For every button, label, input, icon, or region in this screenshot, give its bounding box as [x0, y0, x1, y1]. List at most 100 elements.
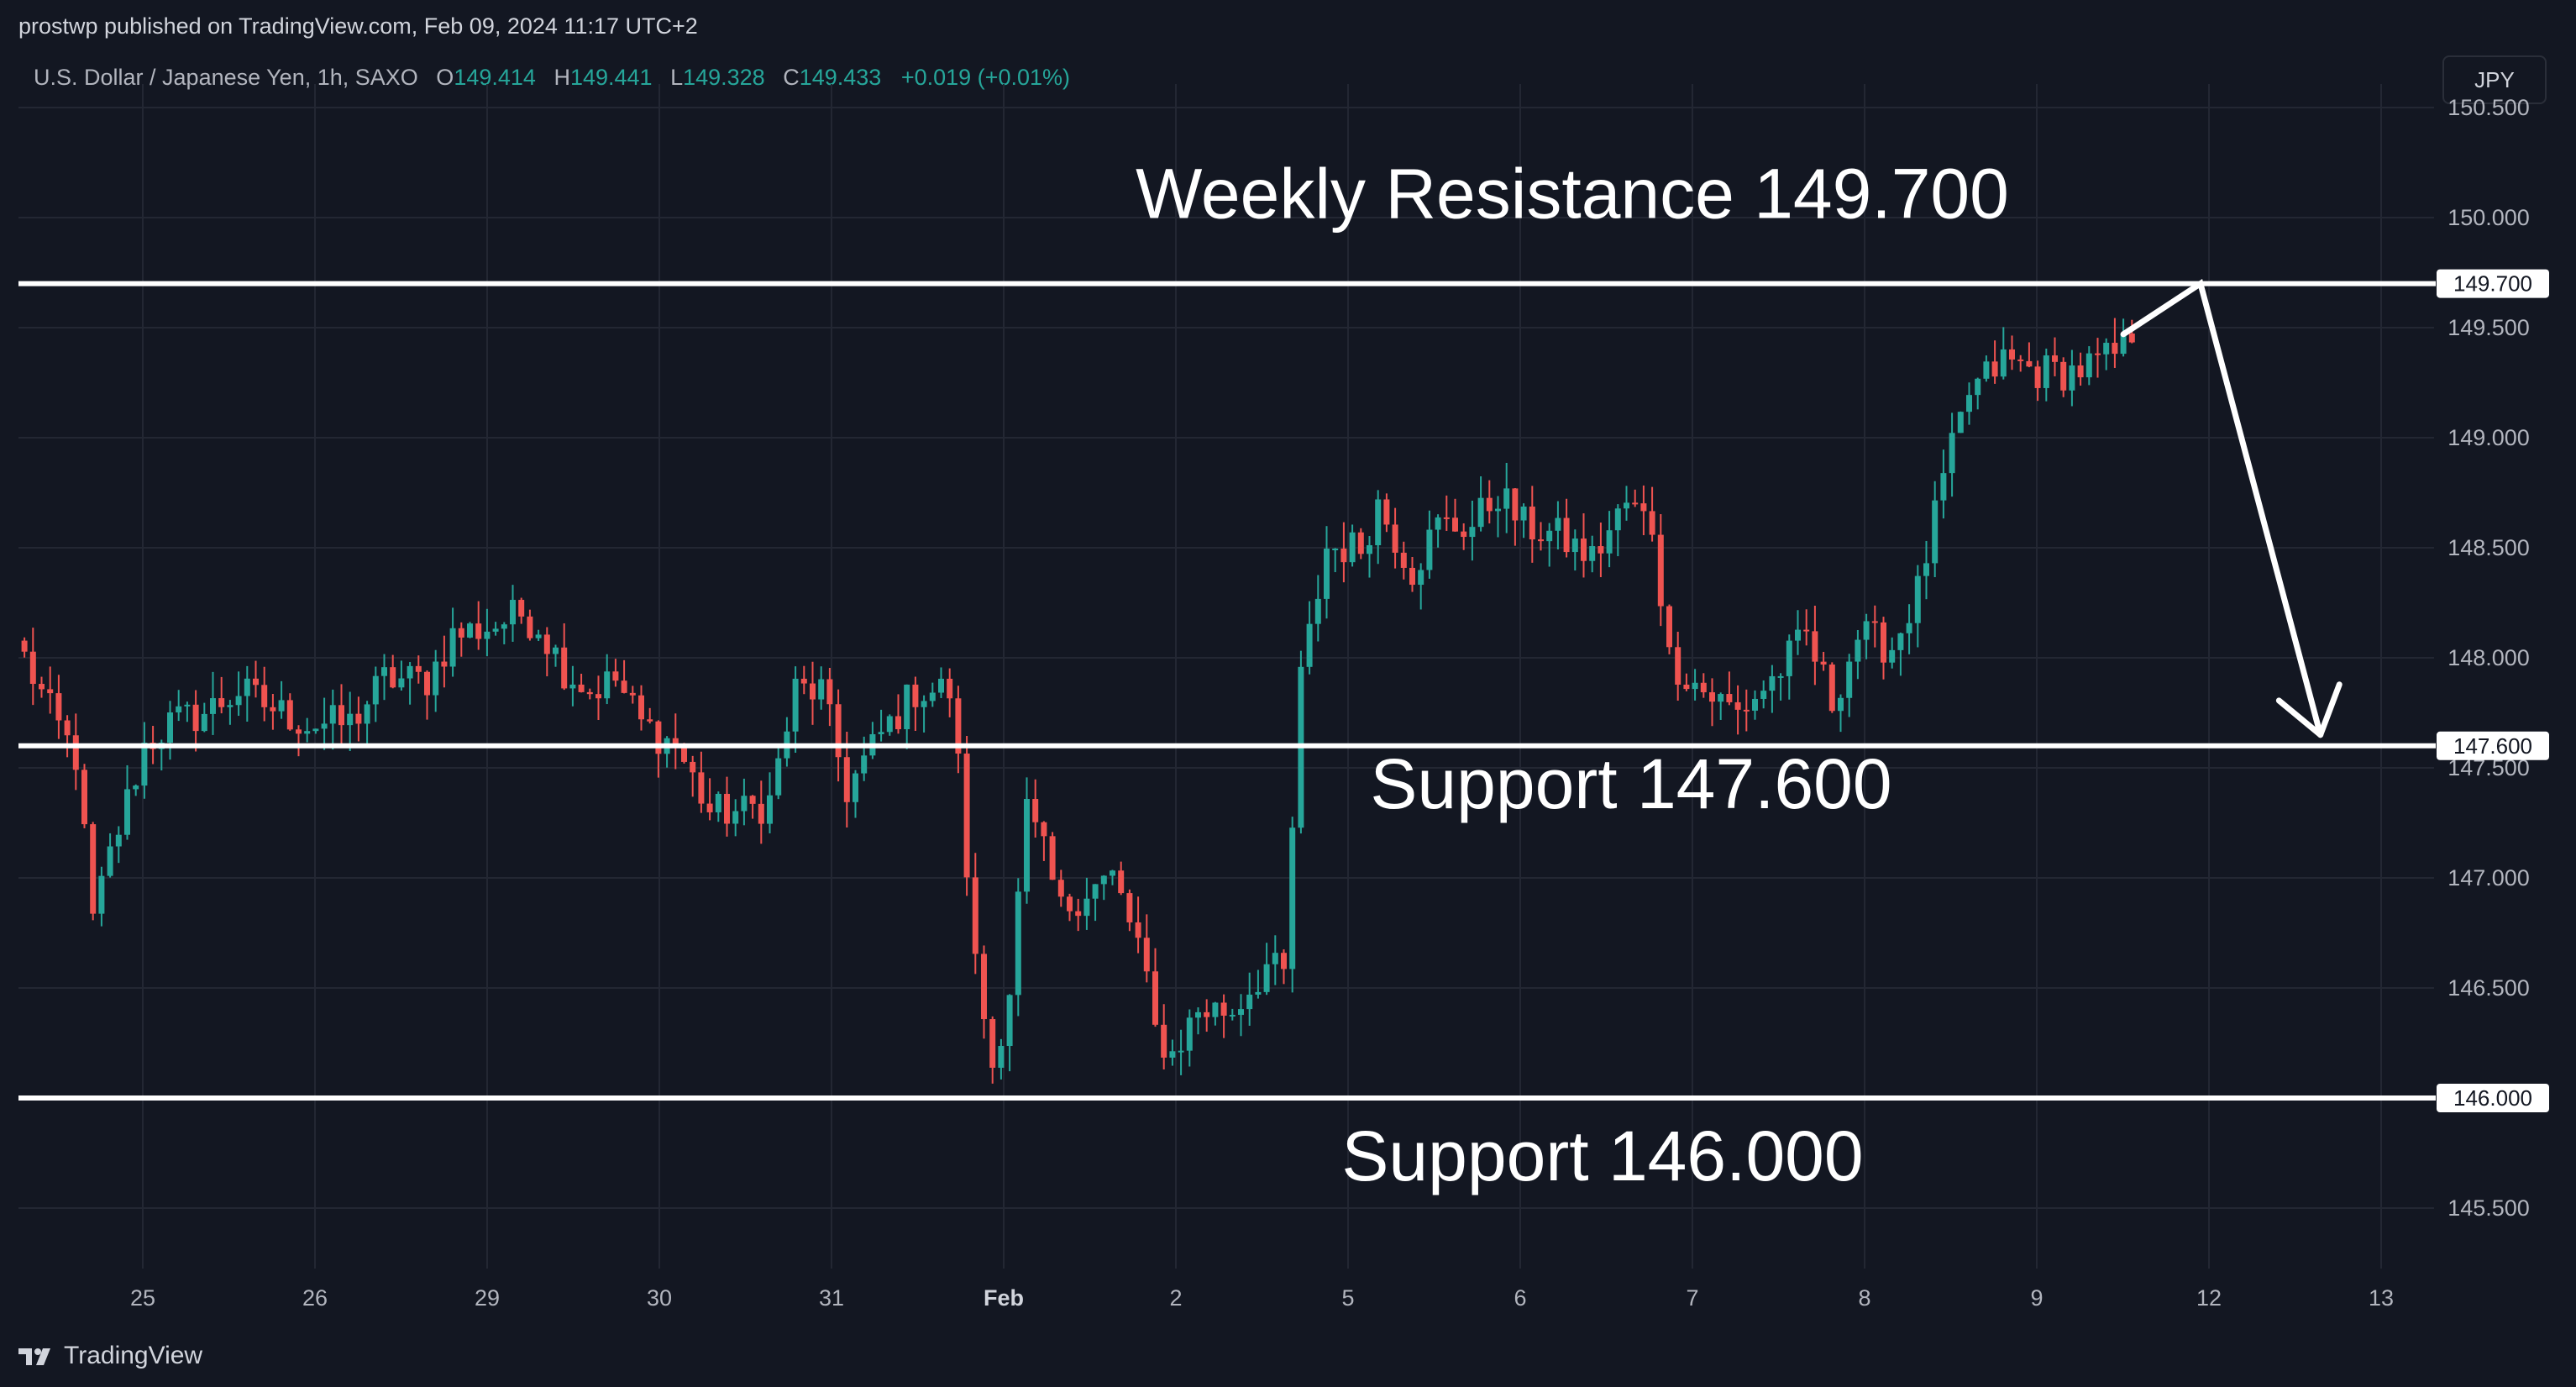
candle [1700, 673, 1707, 698]
y-tick-label: 148.000 [2447, 645, 2530, 670]
candle-body [1135, 922, 1141, 938]
candle-body [1006, 995, 1013, 1047]
candle-body [921, 701, 927, 707]
candle [561, 623, 568, 691]
tradingview-logo[interactable]: TradingView [18, 1339, 202, 1373]
candle [792, 666, 799, 754]
level-annotation: Support 147.600 [1370, 744, 1891, 823]
candle-body [1143, 938, 1150, 972]
candle [1392, 507, 1398, 569]
candle [1555, 501, 1561, 549]
candle [1863, 613, 1870, 659]
candle [1743, 689, 1750, 732]
candle-body [1538, 539, 1544, 542]
candle [227, 700, 233, 725]
candle-body [1949, 433, 1955, 474]
candle [1357, 528, 1364, 560]
candle-body [1606, 530, 1613, 554]
candle [286, 693, 293, 731]
candle [1881, 617, 1886, 680]
candle [1152, 948, 1158, 1027]
candle-body [72, 735, 79, 770]
candle-body [1340, 549, 1347, 563]
candle-body [929, 692, 936, 701]
candle-body [612, 671, 619, 681]
candle-body [1846, 661, 1853, 698]
candle-body [2128, 334, 2135, 343]
candle [1289, 817, 1296, 993]
candle-body [1357, 532, 1364, 554]
candle [424, 670, 430, 720]
candle-body [1178, 1050, 1184, 1053]
candle [604, 654, 611, 705]
candle-body [1666, 606, 1672, 648]
candle-body [938, 678, 944, 693]
price-tag-label: 147.600 [2453, 733, 2532, 759]
candle-body [1786, 640, 1792, 676]
candle-body [1957, 412, 1964, 433]
candle-body [312, 728, 319, 732]
y-tick-label: 149.000 [2447, 425, 2530, 450]
currency-button[interactable]: JPY [2442, 55, 2547, 104]
candle-body [1392, 524, 1398, 553]
candle-body [2052, 355, 2058, 362]
candle [347, 691, 354, 752]
candle [1914, 565, 1921, 648]
candle-body [107, 846, 113, 876]
candle [853, 770, 858, 818]
candle [998, 1038, 1005, 1080]
candle [2069, 349, 2075, 407]
candle-body [843, 757, 850, 802]
candle [1281, 949, 1287, 985]
candle-body [1110, 870, 1115, 876]
candle-body [1443, 517, 1450, 519]
candle [1538, 522, 1544, 551]
candle-body [1820, 661, 1827, 665]
candle [1846, 654, 1853, 717]
candle-body [1486, 497, 1493, 512]
candle [1041, 821, 1047, 861]
candle [1803, 609, 1810, 646]
candle [1400, 541, 1407, 580]
candle-body [2026, 360, 2033, 367]
candle [784, 717, 790, 767]
candle-body [1520, 507, 1527, 521]
candle-body [47, 689, 54, 694]
candle-body [1212, 1002, 1219, 1017]
candle [1272, 935, 1278, 985]
candle [1649, 486, 1655, 542]
low-value: 149.328 [683, 65, 765, 90]
candle [475, 601, 482, 650]
candle-body [286, 700, 293, 730]
x-tick-label: Feb [984, 1285, 1024, 1311]
candle [2043, 348, 2049, 402]
candle [72, 713, 79, 791]
candle [800, 665, 807, 695]
price-tag [2437, 731, 2549, 760]
x-tick-label: 25 [130, 1285, 155, 1311]
candle-body [90, 824, 97, 914]
candle-body [1100, 875, 1107, 885]
candle [1666, 604, 1672, 654]
candle-body [1092, 884, 1099, 899]
candle [2052, 337, 2058, 376]
candle [706, 778, 713, 821]
candle [1118, 861, 1125, 896]
candle-body [1024, 799, 1030, 892]
candle [1298, 650, 1304, 834]
candle-body [1709, 692, 1715, 702]
candle-body [826, 679, 833, 705]
candle-body [1503, 488, 1510, 509]
candle-body [1855, 639, 1861, 662]
candle-body [270, 707, 276, 712]
candle-body [732, 811, 739, 824]
candle-body [2017, 359, 2024, 361]
candle [296, 725, 302, 757]
candle-body [1512, 488, 1519, 521]
candle [1126, 889, 1133, 932]
candle [312, 728, 319, 734]
candle-body [2095, 353, 2101, 355]
candle-body [1452, 517, 1458, 532]
candle-body [1700, 682, 1707, 693]
